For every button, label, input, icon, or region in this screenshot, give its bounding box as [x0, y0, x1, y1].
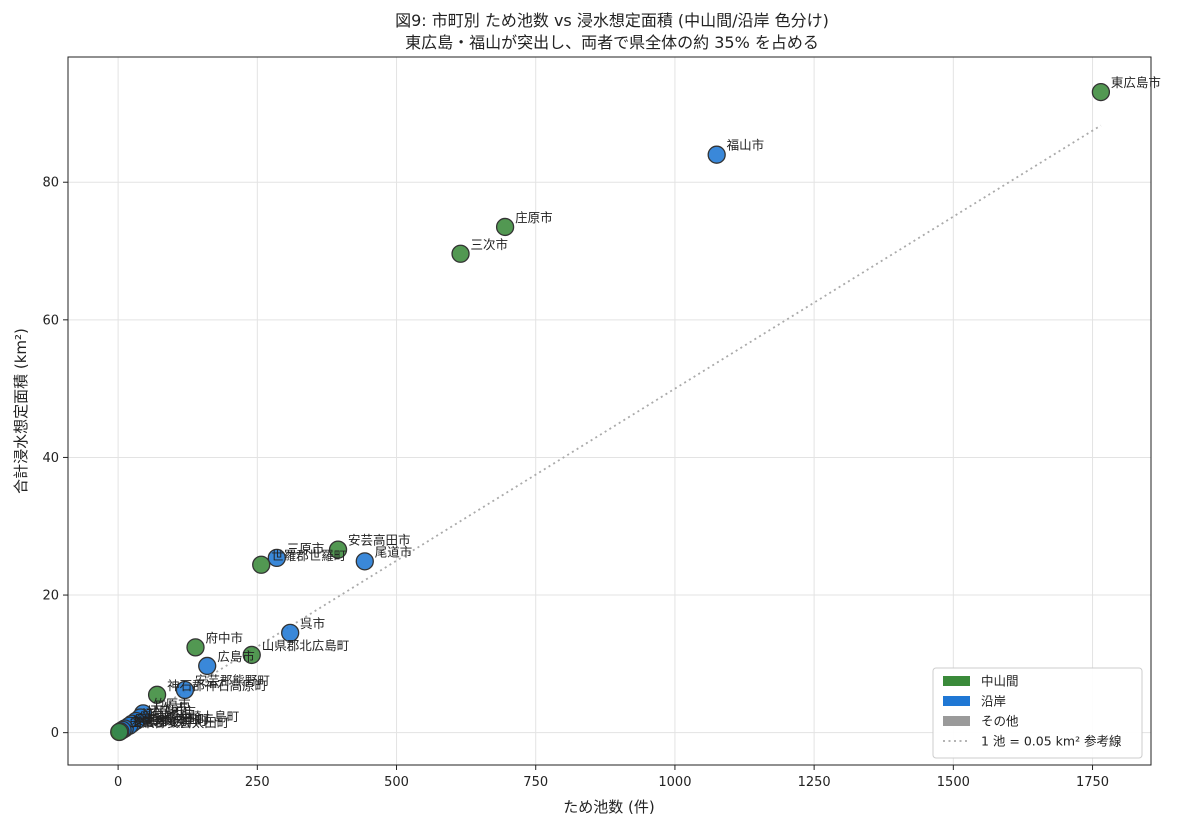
data-point-label: 大竹市 — [150, 701, 188, 716]
x-tick-label: 1750 — [1076, 775, 1109, 790]
grid-lines — [68, 57, 1151, 765]
data-point — [328, 540, 348, 559]
data-point — [355, 552, 374, 571]
legend-box — [932, 667, 1143, 759]
data-point — [242, 645, 261, 665]
legend-swatch — [943, 676, 970, 686]
x-tick-label: 1250 — [798, 775, 831, 790]
x-tick-label: 500 — [384, 775, 409, 790]
x-tick-label: 750 — [523, 775, 548, 790]
chart-subtitle: 東広島・福山が突出し、両者で県全体の約 35% を占める — [405, 33, 819, 52]
y-axis-label: 合計浸水想定面積 (km²) — [12, 328, 30, 494]
y-tick-label: 40 — [42, 451, 59, 466]
chart-title: 図9: 市町別 ため池数 vs 浸水想定面積 (中山間/沿岸 色分け) — [395, 11, 829, 30]
plot-frame — [67, 56, 1152, 766]
legend-label: その他 — [981, 714, 1019, 729]
data-points — [110, 82, 1111, 742]
data-point — [1091, 82, 1111, 102]
x-tick-label: 250 — [245, 775, 270, 790]
data-point-label: 世羅郡世羅町 — [271, 548, 346, 563]
data-point-label: 府中市 — [206, 630, 244, 645]
data-point-label: 安芸郡府中町 — [133, 713, 208, 728]
legend-swatch — [943, 696, 970, 706]
x-axis-label: ため池数 (件) — [563, 798, 654, 816]
y-tick-label: 0 — [51, 726, 59, 741]
legend-label: 中山間 — [981, 674, 1019, 689]
x-tick-label: 1500 — [937, 775, 970, 790]
data-point-label: 豊田郡大崎上島町 — [139, 709, 239, 724]
data-point-label: 福山市 — [727, 138, 765, 153]
data-point-label: 神石郡神石高原町 — [167, 678, 267, 693]
data-point — [252, 555, 271, 574]
data-point-label: 安芸高田市 — [348, 533, 411, 548]
legend-label: 沿岸 — [981, 694, 1006, 709]
legend-label: 1 池 = 0.05 km² 参考線 — [981, 734, 1122, 749]
y-tick-label: 80 — [42, 176, 59, 191]
y-tick-label: 60 — [42, 313, 59, 328]
data-point-label: 三次市 — [471, 237, 509, 252]
x-axis-ticks: 0 250 500 750 1000 1250 1500 1750 — [114, 765, 1109, 790]
data-point-label: 庄原市 — [515, 210, 553, 225]
data-point-label: 江田島市 — [142, 707, 192, 722]
data-point-label: 呉市 — [300, 616, 325, 631]
data-point — [147, 685, 167, 704]
data-point — [267, 548, 286, 568]
x-tick-label: 0 — [114, 775, 122, 790]
data-point — [110, 722, 129, 742]
data-point — [198, 656, 217, 676]
data-point-label: 山県郡安芸太田町 — [129, 715, 229, 730]
data-point — [451, 244, 470, 263]
data-point-label: 尾道市 — [375, 544, 413, 559]
data-point-label: 広島市 — [217, 649, 255, 664]
data-point — [281, 623, 300, 643]
y-axis-ticks: 0 20 40 60 80 — [42, 176, 68, 741]
data-point-label: 廿日市市 — [146, 704, 196, 719]
data-point-label: 山県郡北広島町 — [262, 638, 350, 653]
data-point-label: 東広島市 — [1111, 75, 1161, 90]
data-point — [186, 638, 205, 657]
y-tick-label: 20 — [42, 589, 59, 604]
legend-swatch — [943, 716, 970, 726]
data-point — [175, 680, 195, 700]
data-point-label: 三原市 — [287, 541, 325, 556]
data-point — [707, 145, 726, 164]
data-point-label: 安芸郡海田町 — [135, 712, 210, 727]
x-tick-label: 1000 — [658, 775, 691, 790]
data-point-label: 安芸郡坂町 — [130, 714, 193, 729]
data-point-label: 安芸郡熊野町 — [195, 673, 270, 688]
data-point-label: 竹原市 — [153, 696, 191, 711]
data-point — [495, 217, 515, 237]
